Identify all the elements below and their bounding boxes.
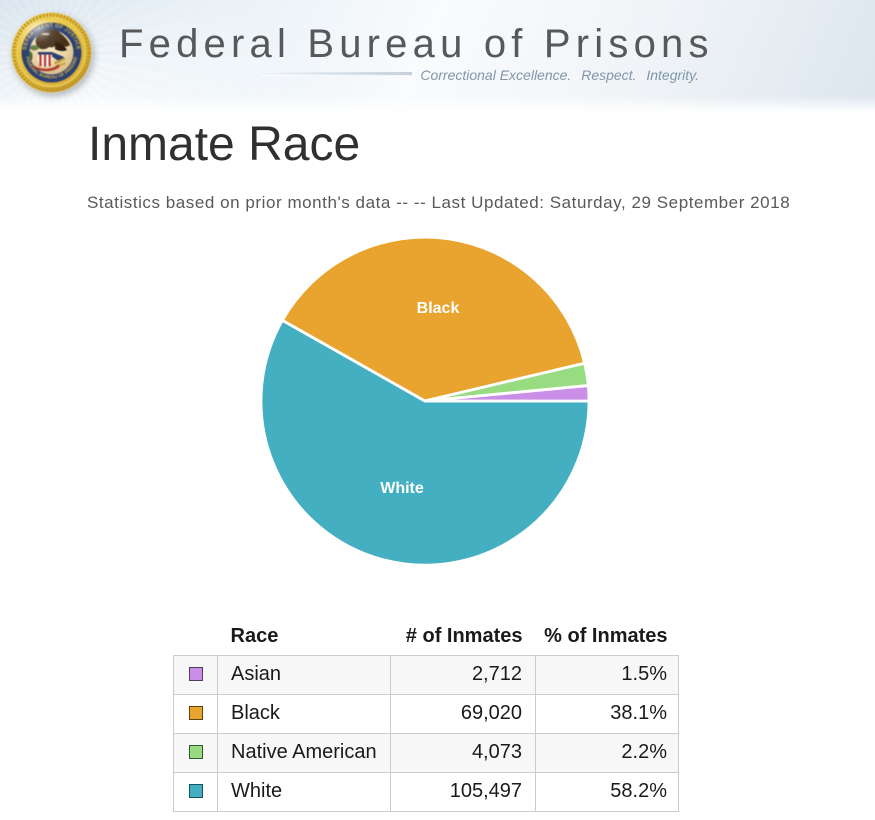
svg-text:Black: Black	[417, 300, 460, 317]
svg-text:White: White	[380, 480, 424, 497]
